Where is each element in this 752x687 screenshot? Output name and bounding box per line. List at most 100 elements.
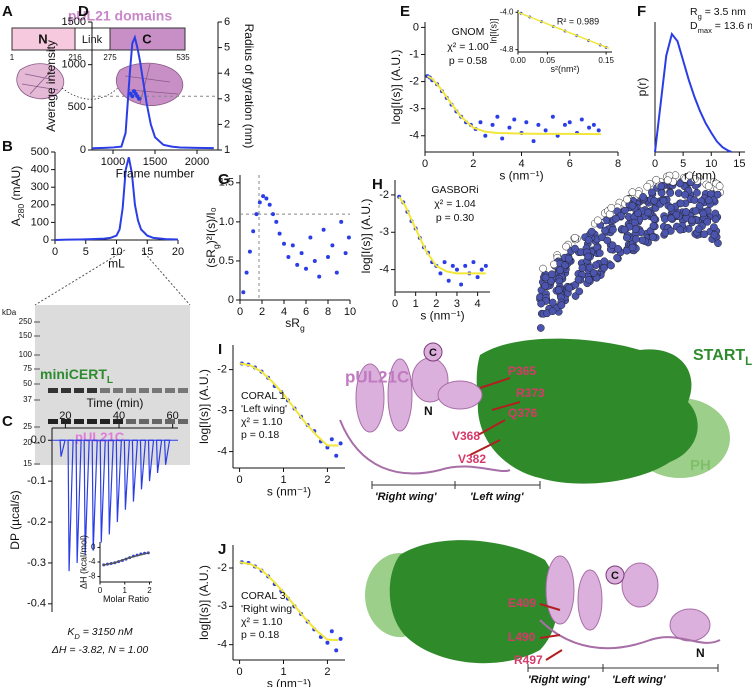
x-tick-label: 8	[615, 158, 621, 170]
gel-band	[126, 419, 136, 424]
bead	[648, 188, 656, 197]
y-tick-label: -4	[217, 639, 227, 651]
bead	[694, 225, 703, 233]
bead	[607, 203, 616, 212]
text-part: = 3150 nM	[80, 626, 133, 638]
data-point	[339, 219, 344, 224]
x-tick-label: 0	[98, 586, 103, 595]
annotation: Dmax = 13.6 nm	[690, 20, 752, 35]
y2-tick-label: 5	[224, 42, 230, 54]
bead	[620, 225, 629, 234]
data-point	[536, 122, 541, 127]
bead	[556, 266, 564, 275]
y-tick-label: -4	[409, 130, 419, 142]
gel-band	[74, 419, 84, 424]
annotation: KD = 3150 nM	[67, 626, 133, 641]
data-point	[321, 227, 326, 232]
data-line	[517, 11, 610, 49]
bead	[595, 249, 604, 257]
wing-label: 'Right wing'	[528, 674, 590, 686]
ladder-label: 25	[23, 422, 32, 431]
x-tick-label: 5	[83, 246, 89, 258]
residue-label: Q376	[508, 406, 538, 420]
x-tick-label: 5	[680, 158, 686, 170]
band-label: miniCERTL	[40, 366, 113, 386]
subscript: g	[211, 244, 221, 249]
data-point	[271, 212, 275, 217]
bead	[622, 233, 631, 242]
gel-band	[100, 388, 110, 393]
data-point	[512, 117, 517, 122]
gel-band	[165, 388, 175, 393]
bead	[676, 199, 685, 208]
bead	[676, 179, 684, 188]
bead	[681, 190, 689, 199]
data-point	[483, 133, 488, 138]
y-axis-label: ln[I(s)]	[488, 18, 498, 43]
bead	[632, 235, 640, 243]
subscript: max	[698, 26, 712, 35]
bead	[584, 252, 592, 261]
bead	[682, 208, 690, 216]
bead	[699, 209, 708, 218]
bead	[676, 225, 685, 234]
y-tick-label: -4	[88, 557, 96, 566]
bead	[589, 269, 598, 277]
bead	[628, 243, 637, 252]
bead	[548, 270, 556, 279]
x-tick-label: 0	[392, 298, 398, 310]
y2-tick-label: 4	[224, 67, 230, 79]
x-axis-label: s (nm⁻¹)	[420, 308, 464, 322]
bead	[657, 182, 665, 191]
gel-band	[139, 388, 149, 393]
data-point	[247, 249, 252, 254]
ladder-label: 50	[23, 379, 32, 388]
data-point	[317, 274, 322, 279]
gel-band	[152, 419, 162, 424]
x-tick-label: 10	[344, 306, 356, 318]
gel-band	[61, 419, 71, 424]
ladder-label: 20	[23, 438, 32, 447]
text-part: A	[9, 218, 23, 226]
bead	[537, 299, 545, 308]
residue-label: L490	[508, 630, 536, 644]
y-axis-label: p(r)	[635, 78, 649, 97]
x-tick-label: 20	[59, 410, 71, 422]
annotation: χ² = 1.10	[241, 616, 283, 628]
data-point	[479, 267, 484, 272]
data-point	[531, 139, 536, 144]
panel-label: A	[2, 3, 13, 20]
bead	[652, 175, 661, 184]
data-point	[495, 114, 500, 119]
y-axis-label: log[I(s)] (A.U.)	[197, 565, 211, 640]
bead	[564, 254, 573, 263]
gel-unit: kDa	[2, 308, 17, 317]
data-point	[490, 122, 495, 127]
gel-band	[126, 388, 136, 393]
text-part: D	[690, 20, 698, 32]
x-tick-label: 2	[259, 306, 265, 318]
ladder-label: 15	[23, 459, 32, 468]
annotation: Rg = 3.5 nm	[690, 6, 746, 21]
data-line	[398, 196, 486, 275]
bead	[562, 242, 570, 251]
x-tick-label: 2	[147, 586, 152, 595]
bead	[715, 182, 724, 191]
data-point	[254, 212, 259, 217]
y-tick-label: 400	[31, 164, 49, 176]
data-point	[304, 266, 308, 271]
domain-c	[109, 27, 186, 51]
bead	[666, 189, 675, 197]
data-point	[507, 125, 512, 130]
data-line	[239, 561, 339, 642]
x-tick-label: 2	[470, 158, 476, 170]
bead	[612, 214, 620, 223]
terminus-label: C	[611, 570, 619, 582]
bead	[628, 201, 637, 210]
x-tick-label: 1	[280, 474, 286, 486]
bead	[710, 223, 718, 232]
x-tick-label: 2	[433, 298, 439, 310]
x-tick-label: 10	[705, 158, 717, 170]
bead	[600, 257, 609, 266]
bead	[584, 236, 593, 244]
